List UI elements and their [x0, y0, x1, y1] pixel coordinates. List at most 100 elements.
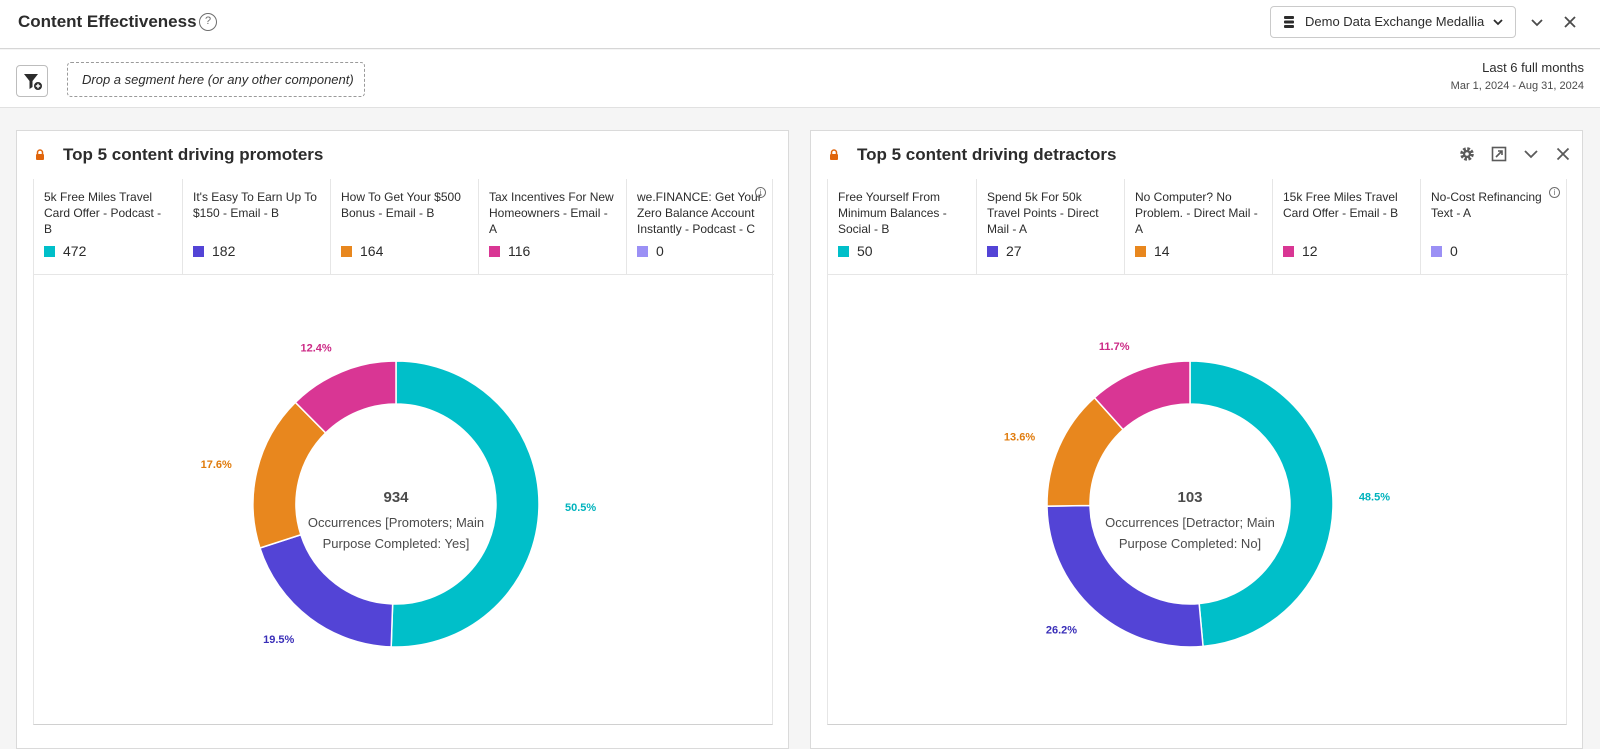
donut-center-label: Purpose Completed: Yes]	[323, 536, 470, 551]
donut-chart: 50.5% 19.5% 17.6% 12.4% 934 Occurrences [Prom…	[33, 275, 773, 725]
slice-percent-label: 11.7%	[1099, 341, 1130, 353]
slice-percent-label: 50.5%	[565, 502, 596, 514]
panel-header: Top 5 content driving promoters	[17, 131, 788, 179]
legend-swatch	[44, 245, 55, 257]
legend-item-value: 116	[489, 243, 530, 259]
legend-swatch	[1431, 245, 1442, 257]
panel-title: Top 5 content driving promoters	[63, 145, 324, 164]
chevron-down-icon	[1493, 19, 1503, 26]
segment-drop-zone[interactable]: Drop a segment here (or any other compon…	[67, 62, 365, 97]
legend-item[interactable]: No Computer? No Problem. - Direct Mail -…	[1124, 179, 1272, 275]
slice-percent-label: 48.5%	[1359, 491, 1390, 503]
legend-item-value: 0	[1431, 243, 1458, 259]
lock-icon	[830, 149, 838, 160]
donut-slice[interactable]	[1093, 360, 1191, 431]
legend-item[interactable]: How To Get Your $500 Bonus - Email - B 16…	[330, 179, 478, 275]
legend-value-text: 0	[656, 243, 664, 259]
legend-item-label: 15k Free Miles Travel Card Offer - Email…	[1283, 190, 1399, 220]
filter-add-icon	[24, 74, 43, 91]
app-header: Content Effectiveness ? Demo Data Exchan…	[0, 0, 1600, 49]
legend-item-label: It's Easy To Earn Up To $150 - Email - B	[193, 190, 317, 220]
legend-value-text: 50	[857, 243, 873, 259]
close-icon[interactable]	[1563, 15, 1577, 29]
legend-value-text: 116	[508, 243, 531, 259]
legend-swatch	[1135, 245, 1146, 257]
legend-value-text: 12	[1302, 243, 1318, 259]
info-icon[interactable]: i	[755, 187, 766, 198]
legend-value-text: 472	[63, 243, 87, 259]
panel-title: Top 5 content driving detractors	[857, 145, 1117, 164]
date-range-value: Mar 1, 2024 - Aug 31, 2024	[1450, 80, 1584, 92]
legend-item[interactable]: Tax Incentives For New Homeowners - Emai…	[478, 179, 626, 275]
legend-item[interactable]: 15k Free Miles Travel Card Offer - Email…	[1272, 179, 1420, 275]
slice-percent-label: 13.6%	[1004, 431, 1035, 443]
legend-item[interactable]: Free Yourself From Minimum Balances - So…	[828, 179, 976, 275]
panel-header: Top 5 content driving detractors	[811, 131, 1582, 179]
legend-item-label: Free Yourself From Minimum Balances - So…	[838, 190, 947, 236]
legend-item-label: Spend 5k For 50k Travel Points - Direct …	[987, 190, 1099, 236]
donut-center-value: 934	[383, 489, 409, 506]
database-icon	[1284, 16, 1294, 28]
donut-slice[interactable]	[390, 360, 540, 648]
slice-percent-label: 12.4%	[301, 343, 332, 355]
legend-item-label: 5k Free Miles Travel Card Offer - Podcas…	[44, 190, 162, 236]
date-range-label: Last 6 full months	[1482, 60, 1584, 75]
legend-item-value: 164	[341, 243, 383, 259]
legend-item-label: How To Get Your $500 Bonus - Email - B	[341, 190, 461, 220]
legend-item-value: 50	[838, 243, 873, 259]
close-icon[interactable]	[1554, 145, 1572, 163]
detractors-panel: Top 5 content driving detractors Free Yo…	[810, 130, 1583, 749]
chevron-down-icon[interactable]	[1522, 145, 1540, 163]
legend-item-value: 0	[637, 243, 664, 259]
data-view-label: Demo Data Exchange Medallia	[1305, 14, 1485, 29]
slice-percent-label: 17.6%	[201, 459, 232, 471]
slice-percent-label: 26.2%	[1046, 625, 1077, 637]
expand-icon[interactable]	[1490, 145, 1508, 163]
donut-slice[interactable]	[1189, 360, 1334, 648]
promoters-panel: Top 5 content driving promoters 5k Free …	[16, 130, 789, 749]
legend-swatch	[489, 245, 500, 257]
legend-item-value: 182	[193, 243, 235, 259]
donut-slice[interactable]	[294, 360, 397, 434]
donut-slice[interactable]	[258, 533, 394, 648]
legend-value-text: 14	[1154, 243, 1170, 259]
legend-swatch	[637, 245, 648, 257]
legend-value-text: 0	[1450, 243, 1458, 259]
legend-value-text: 27	[1006, 243, 1022, 259]
add-filter-button[interactable]	[16, 65, 48, 97]
page-title: Content Effectiveness	[18, 12, 197, 31]
legend-value-text: 182	[212, 243, 236, 259]
legend-item-label: we.FINANCE: Get Your Zero Balance Accoun…	[637, 190, 762, 236]
data-view-select[interactable]: Demo Data Exchange Medallia	[1270, 6, 1516, 38]
legend-swatch	[1283, 245, 1294, 257]
legend-item[interactable]: we.FINANCE: Get Your Zero Balance Accoun…	[626, 179, 774, 275]
legend-swatch	[341, 245, 352, 257]
legend-item-label: No-Cost Refinancing Text - A	[1431, 190, 1542, 220]
slice-percent-label: 19.5%	[263, 634, 294, 646]
legend-item[interactable]: 5k Free Miles Travel Card Offer - Podcas…	[34, 179, 182, 275]
collapse-chevron-icon[interactable]	[1530, 15, 1544, 29]
legend: Free Yourself From Minimum Balances - So…	[827, 179, 1568, 275]
legend: 5k Free Miles Travel Card Offer - Podcas…	[33, 179, 774, 275]
donut-center-label: Occurrences [Detractor; Main	[1105, 515, 1275, 530]
date-range-picker[interactable]: Last 6 full months Mar 1, 2024 - Aug 31,…	[1451, 60, 1584, 92]
legend-item[interactable]: It's Easy To Earn Up To $150 - Email - B…	[182, 179, 330, 275]
legend-item-label: No Computer? No Problem. - Direct Mail -…	[1135, 190, 1258, 236]
legend-item-label: Tax Incentives For New Homeowners - Emai…	[489, 190, 614, 236]
legend-item-value: 27	[987, 243, 1022, 259]
info-icon[interactable]: i	[1549, 187, 1560, 198]
legend-item-value: 14	[1135, 243, 1170, 259]
donut-chart: 48.5% 26.2% 13.6% 11.7% 103 Occurrences [Detr…	[827, 275, 1567, 725]
legend-item[interactable]: No-Cost Refinancing Text - A 0 i	[1420, 179, 1568, 275]
help-icon[interactable]: ?	[199, 13, 217, 31]
donut-center-value: 103	[1177, 489, 1202, 506]
legend-swatch	[838, 245, 849, 257]
legend-value-text: 164	[360, 243, 384, 259]
donut-center-label: Occurrences [Promoters; Main	[308, 515, 484, 530]
legend-item[interactable]: Spend 5k For 50k Travel Points - Direct …	[976, 179, 1124, 275]
legend-item-value: 472	[44, 243, 86, 259]
legend-item-value: 12	[1283, 243, 1318, 259]
panel-toolbar	[1458, 145, 1572, 163]
gear-icon[interactable]	[1458, 145, 1476, 163]
segment-bar: Drop a segment here (or any other compon…	[0, 50, 1600, 108]
